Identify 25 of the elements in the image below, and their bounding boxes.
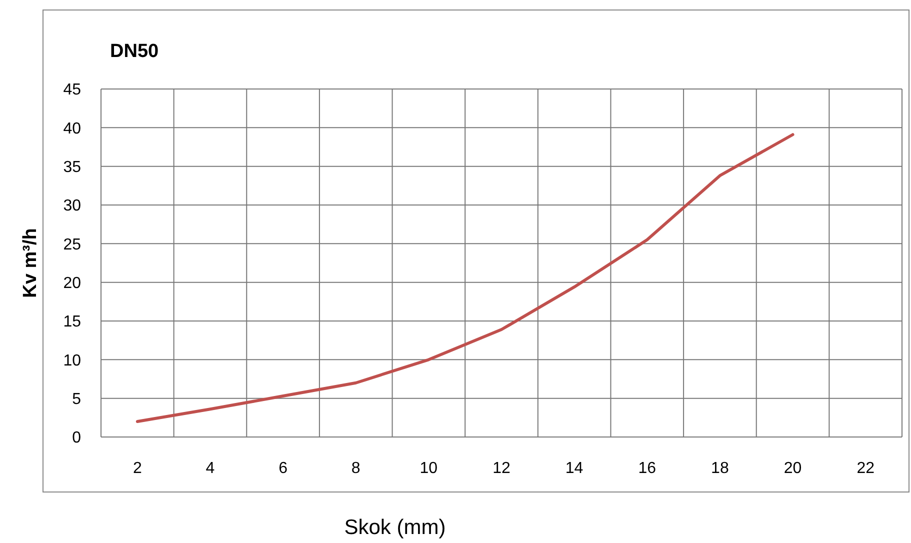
- x-tick-label: 8: [351, 460, 360, 477]
- y-tick-label: 10: [63, 352, 82, 370]
- x-axis-title: Skok (mm): [344, 516, 446, 539]
- y-tick-label: 25: [63, 236, 82, 254]
- x-tick-label: 18: [711, 460, 729, 477]
- x-tick-label: 16: [638, 460, 656, 477]
- x-tick-label: 14: [565, 460, 584, 477]
- line-series: [136, 133, 794, 424]
- y-axis-title: Kv m³/h: [20, 228, 41, 298]
- y-tick-label: 35: [63, 158, 82, 176]
- chart-title: DN50: [110, 41, 159, 62]
- y-tick-label: 0: [72, 430, 82, 447]
- x-tick-label: 22: [856, 460, 875, 477]
- y-tick-label: 5: [72, 390, 82, 408]
- y-tick-label: 45: [63, 82, 82, 99]
- x-tick-label: 20: [784, 460, 802, 477]
- x-tick-label: 4: [206, 460, 215, 477]
- y-tick-label: 30: [63, 198, 82, 215]
- x-tick-label: 10: [420, 460, 438, 477]
- x-tick-label: 12: [492, 460, 510, 477]
- x-tick-label: 6: [278, 460, 288, 477]
- y-tick-label: 20: [63, 274, 82, 292]
- y-tick-label: 15: [63, 314, 82, 331]
- y-tick-label: 40: [63, 120, 82, 138]
- x-tick-label: 2: [132, 460, 142, 477]
